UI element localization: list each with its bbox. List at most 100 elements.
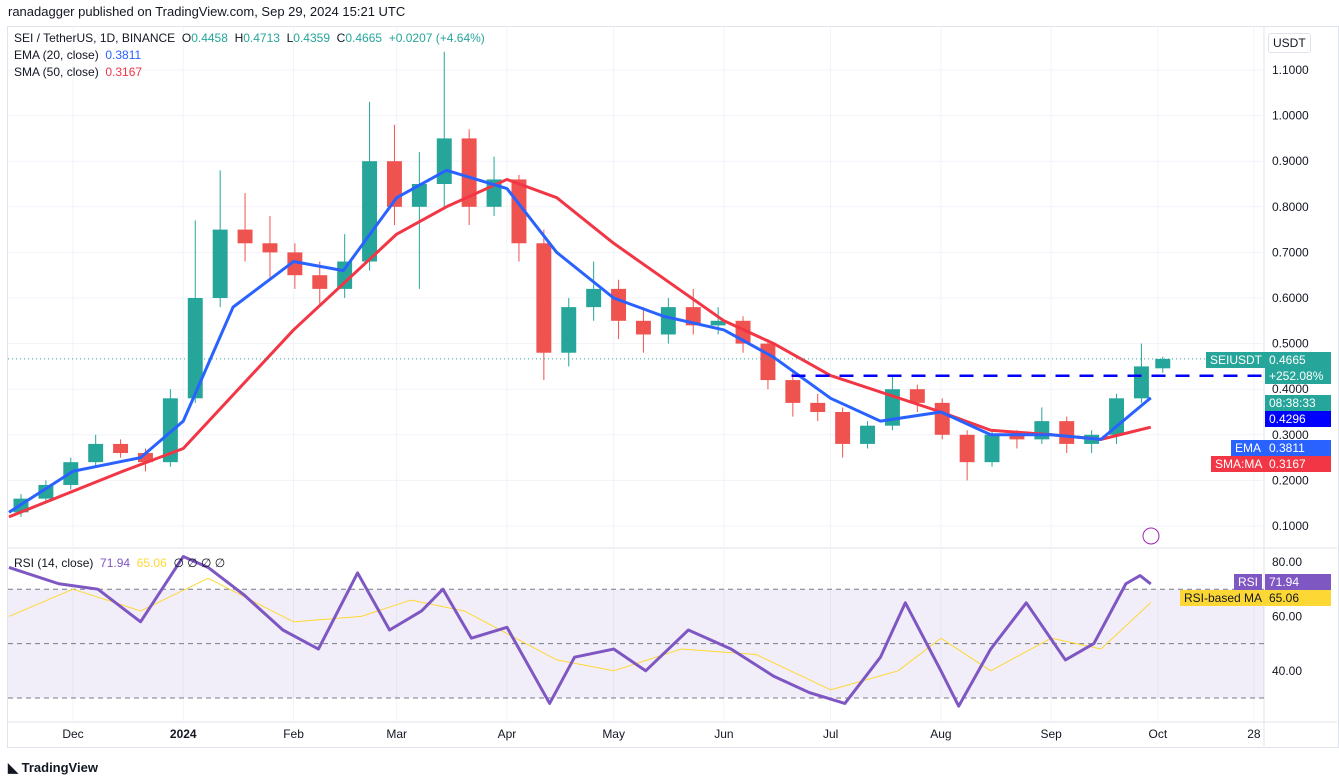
sma-value: 0.3167	[105, 65, 143, 79]
level-tag: 0.4296	[1265, 411, 1331, 427]
candle-body	[88, 443, 104, 463]
candle-body	[187, 298, 203, 399]
symbol-legend: SEI / TetherUS, 1D, BINANCE O0.4458 H0.4…	[14, 31, 485, 45]
sma-axis-value: 0.3167	[1265, 456, 1331, 472]
candle-body	[411, 184, 427, 207]
time-tick: Jun	[714, 727, 733, 741]
candle-body	[137, 453, 153, 463]
currency-button[interactable]: USDT	[1268, 33, 1311, 53]
candle-body	[536, 243, 552, 353]
sma-label: SMA (50, close)	[14, 65, 99, 79]
symbol-tag: SEIUSDT	[1206, 352, 1267, 368]
price-tick: 0.6000	[1272, 291, 1309, 305]
candle-body	[362, 161, 378, 262]
published-by: ranadagger published on TradingView.com,…	[8, 4, 406, 19]
rsi-axis-value: 71.94	[1265, 574, 1331, 590]
sma-tag: SMA:MA	[1211, 456, 1267, 472]
candle-body	[635, 320, 651, 335]
candle-body	[1034, 421, 1050, 440]
price-tick: 0.7000	[1272, 245, 1309, 259]
price-tick: 1.1000	[1272, 63, 1309, 77]
candle-body	[959, 434, 975, 463]
rsi-value: 71.94	[100, 556, 131, 570]
ema20-line	[8, 168, 1152, 514]
low-label: L	[286, 31, 294, 45]
time-tick: 28	[1247, 727, 1261, 741]
candle-body	[337, 261, 353, 289]
candle-body	[262, 243, 278, 253]
rsi-legend[interactable]: RSI (14, close) 71.94 65.06 ∅ ∅ ∅ ∅	[14, 556, 225, 570]
candle-body	[710, 320, 726, 326]
rsi-ma-tag: RSI-based MA	[1180, 590, 1267, 606]
time-tick: Sep	[1040, 727, 1062, 741]
rsi-ma-axis-value: 65.06	[1265, 590, 1331, 606]
candle-body	[436, 138, 452, 184]
candle-body	[561, 307, 577, 353]
candle-body	[984, 434, 1000, 463]
rsi-tag: RSI	[1234, 574, 1263, 590]
candle-body	[1109, 398, 1124, 435]
candle-body	[1155, 358, 1171, 369]
time-tick: Dec	[62, 727, 83, 741]
candle-body	[113, 443, 129, 454]
candle-body	[909, 389, 925, 403]
rsi-tick: 60.00	[1272, 609, 1302, 623]
candle-body	[785, 380, 801, 403]
sma-legend[interactable]: SMA (50, close) 0.3167	[14, 65, 142, 79]
rsi-ma-line	[8, 577, 1152, 691]
ema-tag: EMA	[1231, 440, 1266, 456]
price-tick: 0.8000	[1272, 200, 1309, 214]
total-change: +252.08%	[1265, 368, 1331, 384]
price-tick: 0.5000	[1272, 337, 1309, 351]
brand-name: TradingView	[21, 760, 98, 775]
bar-countdown: 08:38:33	[1265, 395, 1331, 411]
rsi-tick: 40.00	[1272, 664, 1302, 678]
close-value: 0.4665	[345, 31, 383, 45]
rsi-ma-value: 65.06	[136, 556, 167, 570]
symbol-name[interactable]: SEI / TetherUS, 1D, BINANCE	[14, 31, 176, 45]
candle-body	[860, 425, 876, 444]
price-tick: 0.2000	[1272, 473, 1309, 487]
ema-legend[interactable]: EMA (20, close) 0.3811	[14, 48, 141, 62]
candle-body	[312, 275, 328, 289]
time-tick: Aug	[930, 727, 951, 741]
sma50-line	[8, 177, 1152, 519]
candle-body	[1009, 434, 1025, 440]
candle-body	[611, 288, 627, 321]
candle-body	[660, 307, 676, 335]
candle-body	[237, 229, 253, 244]
candle-body	[511, 179, 527, 244]
candle-body	[934, 402, 950, 435]
flash-icon	[1142, 527, 1160, 545]
ema-value: 0.3811	[105, 48, 142, 62]
price-tick: 0.1000	[1272, 519, 1309, 533]
price-tick: 0.3000	[1272, 428, 1309, 442]
rsi-extra: ∅ ∅ ∅ ∅	[173, 556, 226, 570]
price-tick: 0.4000	[1272, 382, 1309, 396]
time-tick: 2024	[170, 727, 197, 741]
tradingview-logo: ◣ TradingView	[8, 760, 98, 776]
candle-body	[38, 484, 54, 499]
candle-body	[586, 288, 602, 308]
price-tick: 1.0000	[1272, 109, 1309, 123]
candle-body	[1059, 421, 1075, 444]
candle-body	[835, 412, 851, 444]
high-label: H	[234, 31, 244, 45]
time-tick: Jul	[823, 727, 838, 741]
candle-body	[1133, 366, 1149, 399]
time-tick: Oct	[1149, 727, 1168, 741]
time-tick: Feb	[283, 727, 304, 741]
ema-label: EMA (20, close)	[14, 48, 99, 62]
time-tick: May	[602, 727, 625, 741]
rsi-line	[8, 555, 1152, 708]
logo-icon: ◣	[8, 760, 22, 775]
candle-body	[461, 138, 477, 207]
last-price: 0.4665	[1265, 352, 1331, 368]
close-label: C	[336, 31, 346, 45]
candle-body	[760, 343, 776, 381]
rsi-tick: 80.00	[1272, 555, 1302, 569]
change-value: +0.0207 (+4.64%)	[388, 31, 485, 45]
open-value: 0.4458	[191, 31, 228, 45]
time-tick: Mar	[386, 727, 407, 741]
